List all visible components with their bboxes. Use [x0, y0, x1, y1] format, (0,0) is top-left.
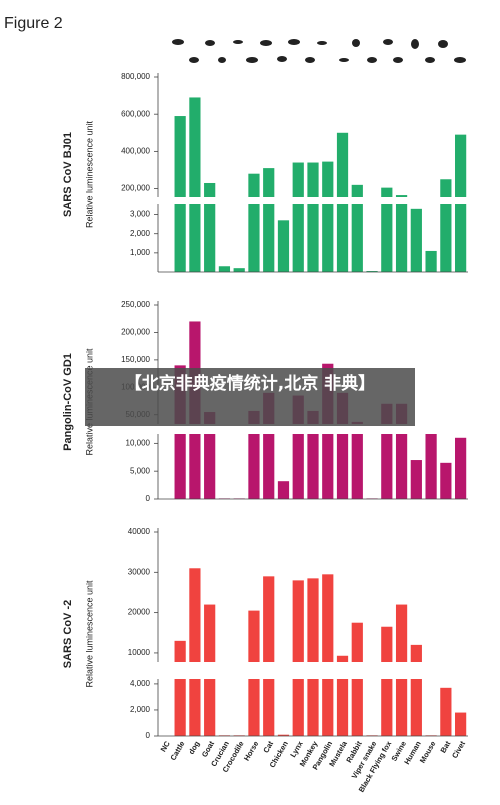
- y-tick-label: 600,000: [121, 109, 150, 118]
- bar: [455, 712, 467, 736]
- y-tick-label: 0: [146, 494, 151, 503]
- axis-break: [152, 424, 472, 434]
- x-tick-label: Cattle: [168, 739, 186, 762]
- y-tick-label: 5,000: [130, 466, 151, 475]
- x-tick-label: Horse: [242, 739, 260, 762]
- bar: [233, 268, 245, 272]
- y-axis-label: Relative luminescence unit: [84, 580, 94, 688]
- bar: [440, 687, 452, 736]
- bar: [277, 481, 290, 499]
- y-tick-label: 200,000: [121, 328, 150, 337]
- y-axis-label: Relative luminescence unit: [84, 120, 94, 228]
- bar: [292, 162, 304, 272]
- bar: [277, 220, 290, 272]
- x-tick-label: NC: [159, 739, 173, 753]
- bar: [351, 622, 363, 736]
- bar: [366, 271, 378, 272]
- bar: [410, 460, 422, 499]
- bar: [263, 576, 275, 736]
- y-tick-label: 400,000: [121, 146, 150, 155]
- bar: [440, 462, 452, 499]
- y-tick-label: 0: [146, 731, 151, 740]
- bar: [277, 734, 290, 736]
- bar: [351, 421, 363, 499]
- bar: [336, 392, 349, 499]
- bar: [410, 644, 422, 736]
- bar: [292, 395, 304, 499]
- bar: [263, 392, 275, 499]
- bar: [381, 403, 393, 499]
- figure-label: Figure 2: [4, 15, 63, 32]
- y-tick-label: 10000: [128, 648, 151, 657]
- bar: [336, 655, 349, 736]
- bar: [174, 640, 186, 736]
- bar: [204, 412, 216, 499]
- bar: [410, 208, 422, 272]
- y-tick-label: 2,000: [130, 705, 151, 714]
- y-tick-label: 800,000: [121, 72, 150, 81]
- y-tick-label: 1,000: [130, 248, 151, 257]
- bar: [425, 424, 437, 499]
- bar: [322, 161, 334, 272]
- bar: [189, 568, 201, 736]
- bar: [263, 168, 275, 272]
- y-tick-label: 4,000: [130, 679, 151, 688]
- watermark-banner: 【北京非典疫情统计,北京 非典】: [85, 368, 415, 426]
- bar: [322, 574, 334, 736]
- y-tick-label: 250,000: [121, 300, 150, 309]
- bar: [440, 179, 452, 272]
- x-tick-label: Bat: [438, 739, 452, 754]
- bar: [248, 410, 260, 499]
- bar: [307, 162, 319, 272]
- bar: [381, 626, 393, 736]
- bar: [189, 97, 201, 272]
- bar: [455, 437, 467, 499]
- bar: [204, 182, 216, 272]
- bar: [307, 410, 319, 499]
- y-tick-label: 10,000: [126, 438, 151, 447]
- axis-break: [152, 197, 472, 204]
- x-tick-label: Civet: [450, 739, 467, 760]
- bar: [218, 266, 231, 272]
- bar: [292, 580, 304, 736]
- bar: [381, 187, 393, 272]
- y-tick-label: 3,000: [130, 210, 151, 219]
- chart-title: SARS CoV BJ01: [62, 132, 74, 217]
- y-tick-label: 150,000: [121, 355, 150, 364]
- axis-break: [152, 662, 472, 679]
- bar: [307, 578, 319, 736]
- chart-title: SARS CoV -2: [62, 600, 74, 668]
- y-tick-label: 200,000: [121, 184, 150, 193]
- bar: [395, 195, 408, 272]
- bar: [351, 184, 363, 272]
- bar: [248, 173, 260, 272]
- bar: [395, 403, 408, 499]
- chart-title: Pangolin-CoV GD1: [62, 353, 74, 451]
- bar: [425, 250, 437, 272]
- x-tick-label: Cat: [261, 739, 275, 754]
- animal-icons: [172, 39, 466, 63]
- y-tick-label: 2,000: [130, 229, 151, 238]
- y-tick-label: 40000: [128, 527, 151, 536]
- y-tick-label: 30000: [128, 567, 151, 576]
- y-tick-label: 20000: [128, 608, 151, 617]
- bar: [174, 116, 186, 272]
